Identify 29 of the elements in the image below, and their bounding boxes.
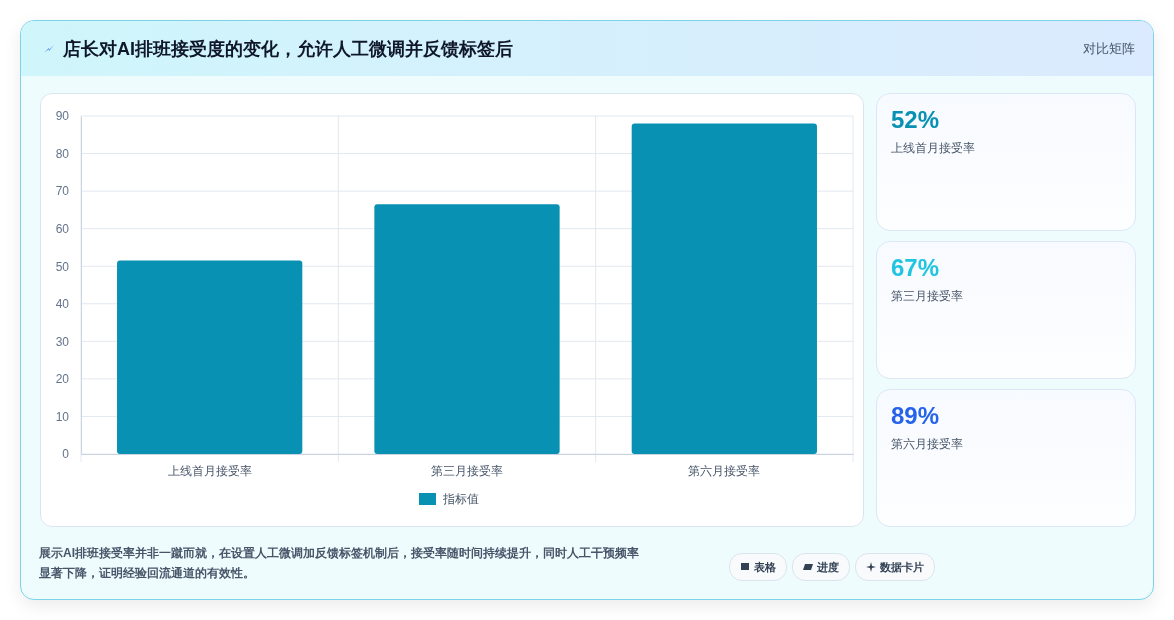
x-tick-label: 第六月接受率 <box>688 463 761 478</box>
y-tick-label: 20 <box>55 372 70 387</box>
text: 52% <box>891 106 940 134</box>
bar <box>631 123 817 454</box>
bar <box>117 260 303 454</box>
text: 第三月接受率 <box>891 288 963 305</box>
bar <box>374 204 560 454</box>
y-tick-label: 30 <box>55 334 70 349</box>
y-tick-label: 70 <box>55 184 70 199</box>
text: 表格 <box>754 559 776 575</box>
y-tick-label: 50 <box>55 259 70 274</box>
text: 上线首月接受率 <box>891 140 975 157</box>
text: 进度 <box>817 559 839 575</box>
text: 对比矩阵 <box>1083 40 1135 58</box>
y-tick-label: 0 <box>62 447 70 462</box>
x-tick-label: 上线首月接受率 <box>167 463 252 478</box>
x-tick-label: 第三月接受率 <box>431 463 503 478</box>
chart-title: 店长对AI排班接受度的变化，允许人工微调并反馈标签后 <box>63 38 513 61</box>
text: 第六月接受率 <box>891 436 963 453</box>
y-tick-label: 90 <box>55 109 70 124</box>
text: 数据卡片 <box>880 559 924 575</box>
y-tick-label: 80 <box>55 146 70 161</box>
y-tick-label: 10 <box>55 409 70 424</box>
y-tick-label: 60 <box>55 222 70 237</box>
text: 89% <box>891 402 940 430</box>
text: 展示AI排班接受率并非一蹴而就，在设置人工微调加反馈标签机制后，接受率随时间持续提升，同时人工干预频率显著下降，证明经验回流通道的有效性。 <box>39 545 639 582</box>
y-tick-label: 40 <box>55 297 70 312</box>
text: 67% <box>891 254 940 282</box>
legend-label: 指标值 <box>442 492 479 506</box>
